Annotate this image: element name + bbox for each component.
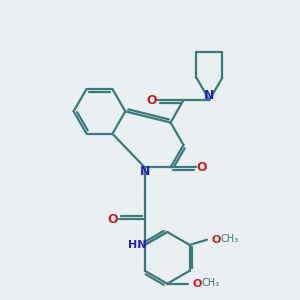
Text: N: N [140,165,150,178]
Text: O: O [196,161,207,174]
Text: CH₃: CH₃ [220,234,238,244]
Text: O: O [108,213,118,226]
Text: CH₃: CH₃ [201,278,219,288]
Text: O: O [146,94,157,106]
Text: N: N [204,89,214,102]
Text: HN: HN [128,240,146,250]
Text: O: O [211,235,220,245]
Text: O: O [192,279,202,289]
